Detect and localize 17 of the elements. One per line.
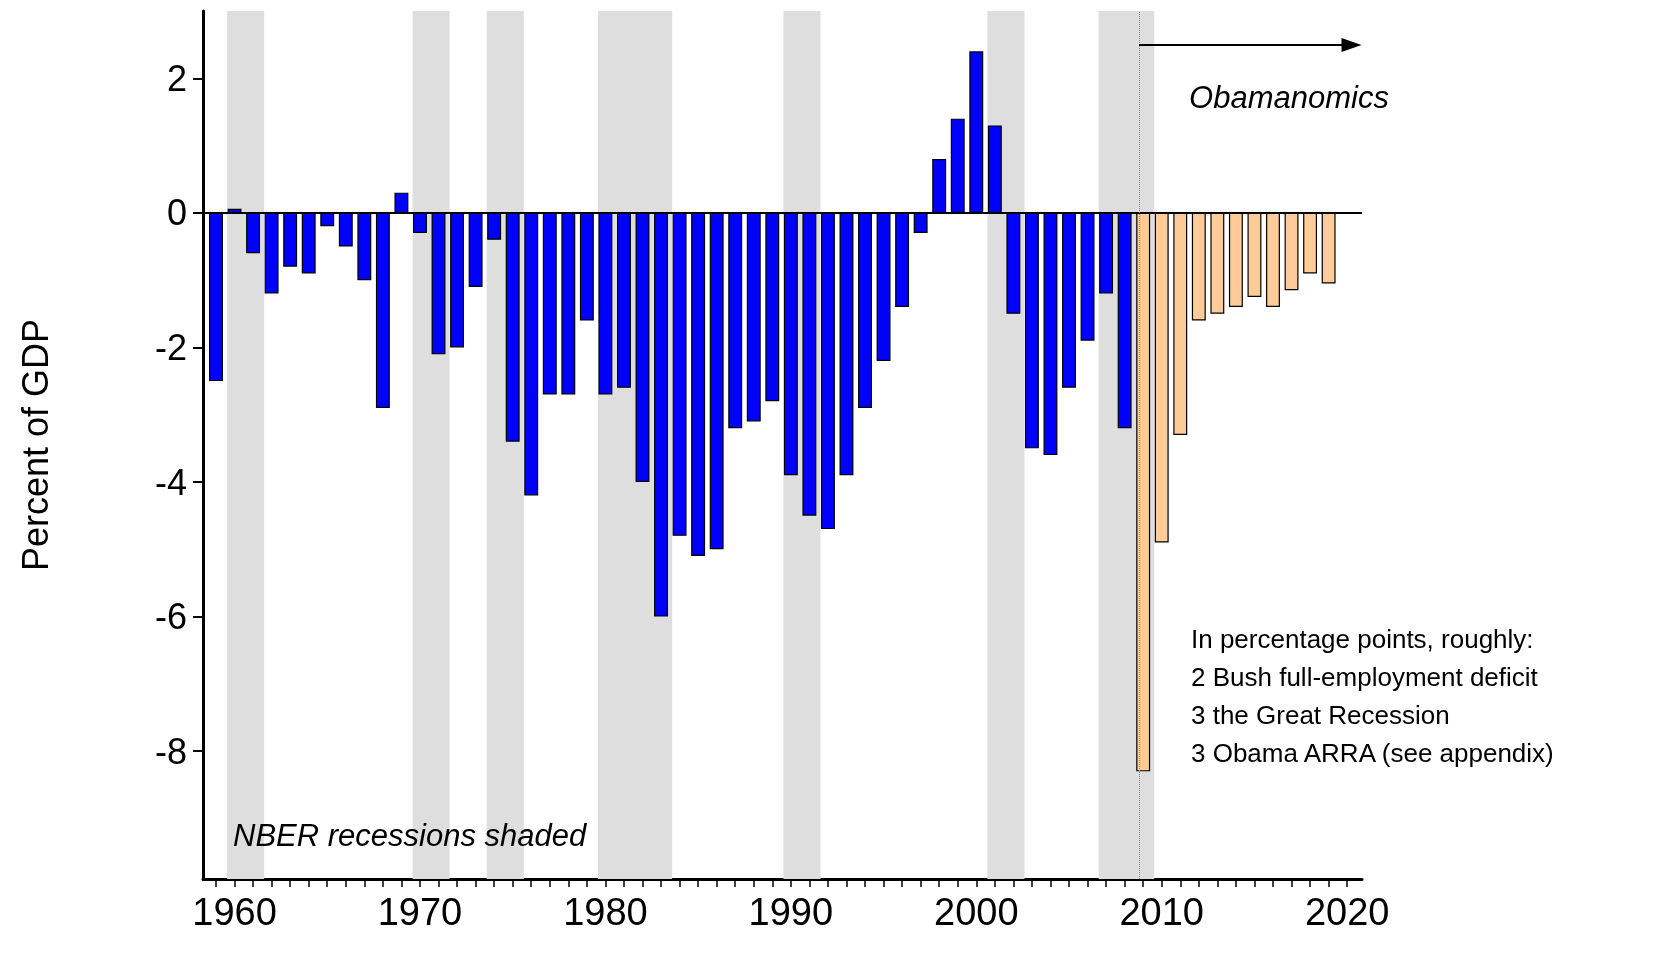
annotation: NBER recessions shaded: [233, 817, 588, 853]
y-axis-title: Percent of GDP: [14, 318, 56, 572]
x-tick-label: 2010: [1119, 891, 1204, 933]
annotation: Obamanomics: [1189, 79, 1389, 115]
x-tick-label: 2000: [934, 891, 1019, 933]
y-tick-label: -8: [154, 730, 187, 772]
x-tick-label: 1960: [192, 891, 277, 933]
y-tick-label: -4: [154, 461, 187, 503]
x-tick-label: 1970: [377, 891, 463, 933]
annotation: In percentage points, roughly: 2 Bush full-employment deficit 3 the Great Recession 3 Obama ARRA (see appendix): [1191, 624, 1554, 768]
x-tick-label: 2020: [1304, 891, 1390, 933]
y-tick-label: 0: [166, 192, 187, 234]
y-tick-label: 2: [166, 57, 187, 99]
y-tick-label: -2: [154, 326, 187, 368]
x-tick-label: 1990: [748, 891, 834, 933]
x-tick-label: 1980: [563, 891, 648, 933]
y-tick-label: -6: [154, 596, 187, 638]
